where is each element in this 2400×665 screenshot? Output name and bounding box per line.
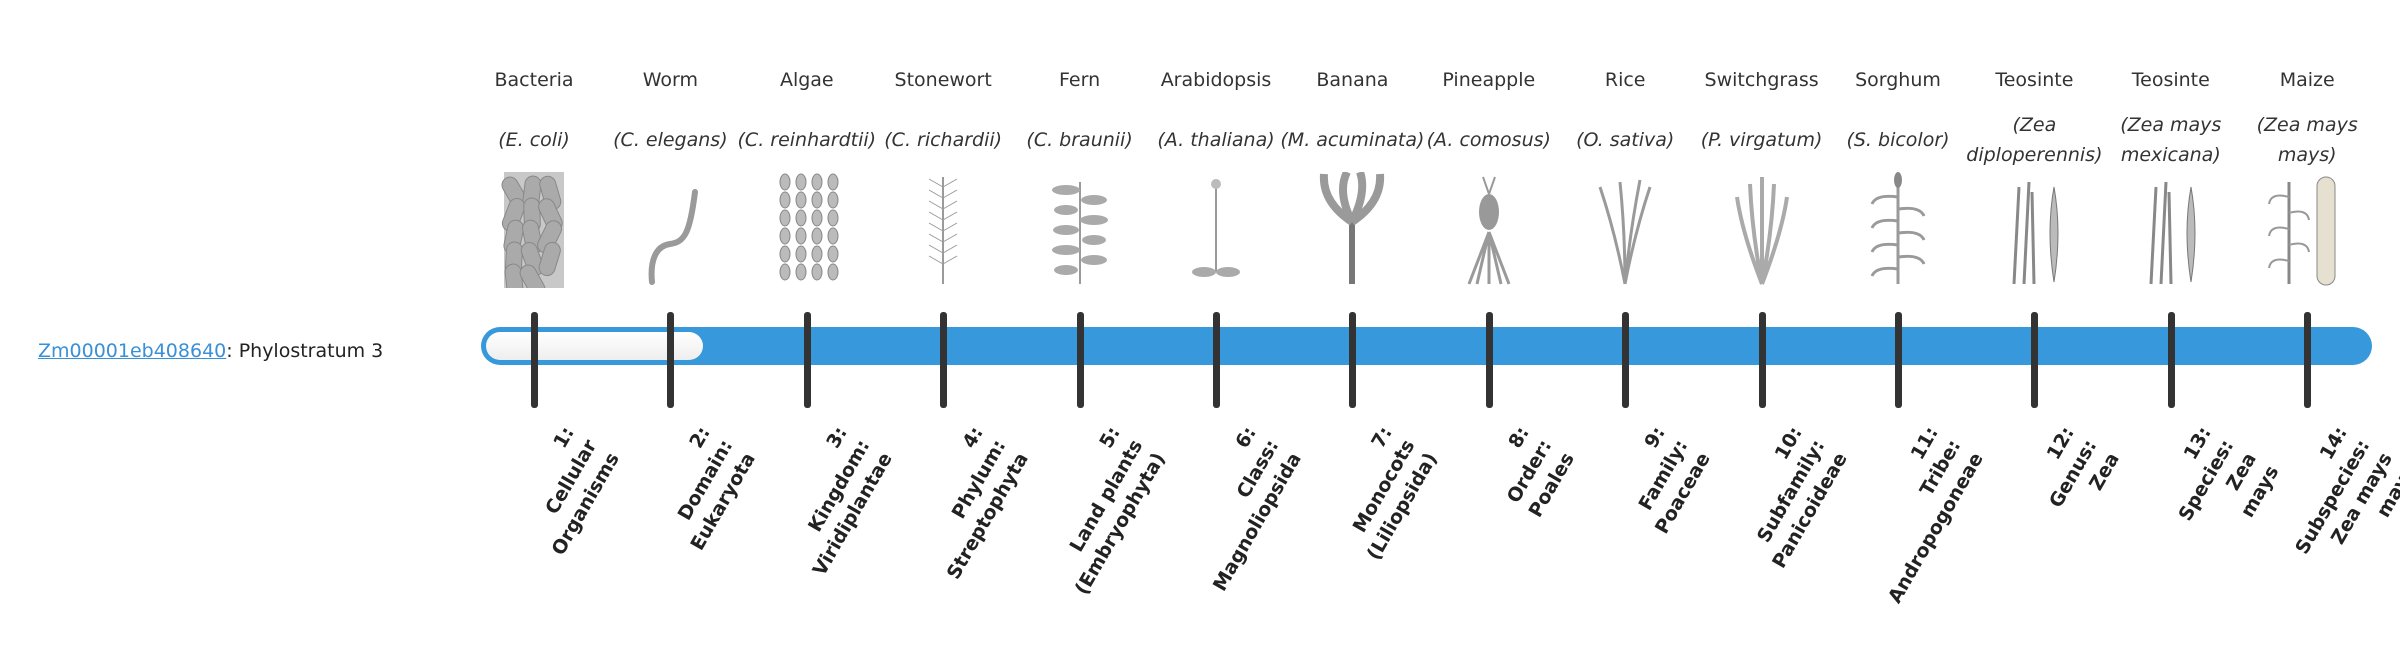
organism-common-name: Teosinte bbox=[1995, 69, 2074, 91]
phylostratum-bar bbox=[481, 327, 2372, 365]
organism-common-name: Bacteria bbox=[494, 69, 574, 91]
organism-scientific-name: (C. elegans) bbox=[613, 129, 728, 151]
organism-scientific-name: (C. richardii) bbox=[884, 129, 1003, 151]
organism-scientific-name: (C. braunii) bbox=[1026, 129, 1133, 151]
stratum-tick bbox=[1076, 312, 1084, 408]
organism-common-name: Stonewort bbox=[894, 69, 992, 91]
organism-common-name: Teosinte bbox=[2131, 69, 2210, 91]
organism-common-name: Rice bbox=[1604, 69, 1646, 91]
stratum-tick bbox=[1485, 312, 1493, 408]
maize-icon bbox=[2268, 176, 2336, 286]
stratum-tick bbox=[1622, 312, 1630, 408]
organism-scientific-name: (P. virgatum) bbox=[1700, 129, 1823, 151]
organism-common-name: Banana bbox=[1316, 69, 1389, 91]
organism-scientific-name: (O. sativa) bbox=[1576, 129, 1675, 151]
stratum-tick bbox=[1758, 312, 1766, 408]
organism-common-name: Algae bbox=[779, 69, 834, 91]
stratum-tick bbox=[531, 312, 538, 408]
gene-link[interactable]: Zm00001eb408640 bbox=[38, 340, 227, 362]
organism-scientific-name: (Zea mays mexicana) bbox=[2120, 114, 2222, 166]
stonewort-icon bbox=[928, 177, 958, 284]
organism-scientific-name: (Zea mays mays) bbox=[2256, 114, 2358, 166]
organism-scientific-name: (M. acuminata) bbox=[1280, 129, 1425, 151]
stratum-tick bbox=[1213, 312, 1220, 408]
organism-common-name: Worm bbox=[642, 69, 699, 91]
organism-common-name: Sorghum bbox=[1855, 69, 1941, 91]
teosinte-icon bbox=[2149, 181, 2196, 285]
pineapple-icon bbox=[1467, 176, 1511, 285]
organism-common-name: Maize bbox=[2279, 69, 2335, 91]
bar-unfilled-segment bbox=[486, 332, 703, 360]
stratum-tick bbox=[2031, 312, 2039, 408]
teosinte-icon bbox=[2012, 181, 2059, 285]
stratum-tick bbox=[940, 312, 948, 408]
organism-scientific-name: (A. comosus) bbox=[1426, 129, 1551, 151]
rice-icon bbox=[1598, 179, 1652, 285]
stratum-tick bbox=[2304, 312, 2312, 408]
sorghum-icon bbox=[1870, 172, 1926, 284]
arabidopsis-icon bbox=[1192, 179, 1240, 277]
switchgrass-icon bbox=[1734, 177, 1789, 285]
organism-common-name: Fern bbox=[1059, 69, 1101, 91]
organism-common-name: Pineapple bbox=[1442, 69, 1536, 91]
stratum-tick bbox=[667, 312, 675, 408]
organism-scientific-name: (C. reinhardtii) bbox=[737, 129, 877, 151]
organism-scientific-name: (S. bicolor) bbox=[1846, 129, 1950, 151]
banana-icon bbox=[1320, 172, 1385, 284]
stratum-tick bbox=[1349, 312, 1357, 408]
organism-common-name: Switchgrass bbox=[1704, 69, 1819, 91]
stratum-tick bbox=[803, 312, 811, 408]
organism-scientific-name: (Zea diploperennis) bbox=[1966, 114, 2103, 166]
fern-icon bbox=[1051, 182, 1108, 284]
gene-label: Zm00001eb408640: Phylostratum 3 bbox=[38, 340, 383, 362]
algae-icon bbox=[779, 173, 839, 281]
stratum-tick bbox=[2167, 312, 2175, 408]
organism-scientific-name: (A. thaliana) bbox=[1157, 129, 1275, 151]
organism-common-name: Arabidopsis bbox=[1160, 69, 1272, 91]
worm-icon bbox=[648, 189, 699, 285]
phylostratum-text: : Phylostratum 3 bbox=[226, 340, 384, 362]
organism-scientific-name: (E. coli) bbox=[498, 129, 570, 151]
stratum-tick bbox=[1895, 312, 1902, 408]
bacteria-icon bbox=[501, 172, 564, 288]
